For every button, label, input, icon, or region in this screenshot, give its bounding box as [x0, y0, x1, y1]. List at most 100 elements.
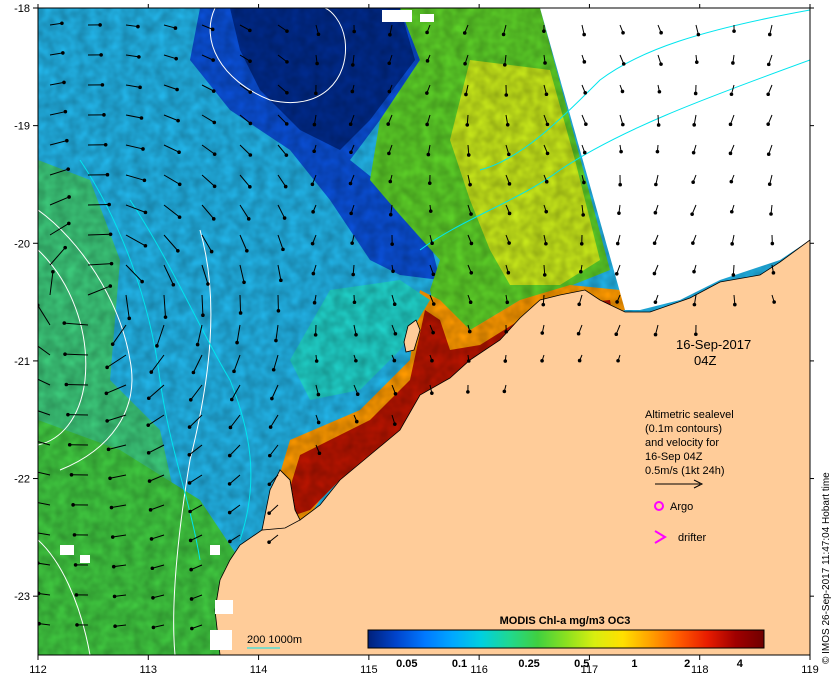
- velocity-vector: [149, 474, 165, 482]
- velocity-vector: [271, 384, 279, 399]
- velocity-vector-head: [425, 122, 429, 127]
- velocity-vector: [163, 84, 178, 90]
- velocity-vector-head: [504, 93, 509, 97]
- velocity-vector-head: [64, 382, 69, 387]
- velocity-vector-head: [271, 367, 276, 372]
- velocity-vector-head: [108, 232, 113, 237]
- velocity-vector-head: [188, 538, 193, 543]
- velocity-vector-head: [621, 62, 626, 66]
- colorbar-bar: [367, 629, 765, 649]
- velocity-vector: [38, 378, 51, 386]
- velocity-vector: [273, 354, 279, 370]
- velocity-vector: [239, 84, 251, 93]
- velocity-vector-head: [694, 60, 699, 64]
- velocity-vector-head: [425, 91, 429, 95]
- velocity-vector-head: [285, 29, 289, 33]
- velocity-vector: [125, 84, 141, 88]
- velocity-vector-head: [73, 563, 78, 567]
- x-tick-label: 119: [801, 664, 819, 676]
- velocity-vector-head: [425, 30, 429, 35]
- velocity-vector-head: [466, 153, 471, 157]
- velocity-vector-head: [584, 122, 588, 127]
- cloud-patches: [60, 10, 434, 650]
- velocity-vector-head: [312, 300, 317, 305]
- velocity-vector-head: [188, 509, 192, 514]
- velocity-vector-head: [311, 210, 315, 214]
- velocity-vector-head: [248, 90, 253, 94]
- velocity-vector: [229, 534, 241, 542]
- velocity-vector-head: [540, 331, 545, 335]
- drifter-label: drifter: [678, 532, 706, 544]
- velocity-vector: [230, 414, 241, 428]
- velocity-vector: [197, 324, 203, 345]
- velocity-vector: [113, 564, 127, 568]
- velocity-vector-head: [163, 315, 168, 319]
- velocity-vector: [49, 52, 63, 56]
- velocity-vector: [239, 264, 245, 283]
- velocity-vector-head: [652, 271, 657, 276]
- y-tick-label: -21: [14, 356, 30, 368]
- velocity-vector: [163, 114, 179, 122]
- velocity-vector-head: [352, 29, 356, 34]
- y-axis: -18 -19 -20 -21 -22 -23: [14, 3, 814, 603]
- velocity-vector-head: [544, 241, 548, 246]
- velocity-vector-head: [545, 122, 550, 127]
- velocity-vector-head: [544, 92, 549, 97]
- velocity-vector-head: [619, 149, 623, 154]
- velocity-vector-head: [268, 425, 273, 429]
- velocity-vector-head: [238, 311, 243, 315]
- velocity-vector: [152, 564, 165, 569]
- velocity-vector-head: [469, 212, 473, 216]
- velocity-vector: [239, 114, 251, 124]
- velocity-vector-head: [467, 329, 472, 334]
- velocity-vector-head: [227, 482, 232, 486]
- velocity-vector-head: [177, 150, 181, 154]
- velocity-vector: [277, 84, 288, 94]
- velocity-vector: [125, 174, 145, 181]
- velocity-vector: [268, 474, 279, 485]
- velocity-vector-head: [212, 184, 217, 189]
- colorbar-tick-label: 4: [737, 658, 744, 670]
- velocity-vector-head: [313, 333, 318, 337]
- velocity-vector-head: [659, 30, 663, 35]
- velocity-vector-head: [581, 213, 585, 217]
- velocity-vector-head: [227, 510, 232, 515]
- velocity-vector-head: [245, 248, 249, 253]
- velocity-vector: [163, 264, 174, 285]
- velocity-vector: [270, 414, 279, 428]
- velocity-vector-head: [141, 147, 145, 151]
- argo-symbol: [654, 501, 664, 511]
- velocity-vector-head: [351, 63, 355, 67]
- legend-line5: 0.5m/s (1kt 24h): [645, 465, 724, 477]
- velocity-vector-head: [468, 300, 473, 304]
- velocity-vector-head: [63, 352, 67, 356]
- velocity-vector-head: [177, 215, 182, 219]
- velocity-vector-head: [730, 242, 734, 246]
- velocity-vector-head: [393, 331, 398, 336]
- velocity-vector-head: [60, 21, 64, 26]
- velocity-vector-head: [175, 87, 179, 92]
- velocity-vector-head: [191, 370, 196, 375]
- velocity-vector: [277, 234, 284, 250]
- velocity-vector: [192, 354, 203, 373]
- velocity-vector: [49, 222, 70, 236]
- velocity-vector: [268, 504, 279, 514]
- velocity-vector-head: [388, 32, 392, 37]
- velocity-vector-head: [691, 241, 695, 245]
- velocity-vector-head: [653, 300, 658, 304]
- velocity-vector-head: [614, 332, 619, 337]
- velocity-vector-head: [65, 138, 69, 143]
- velocity-vector: [269, 444, 279, 456]
- velocity-vector: [38, 441, 51, 446]
- velocity-vector: [233, 354, 241, 372]
- velocity-vector-head: [772, 300, 776, 304]
- velocity-vector-head: [100, 83, 105, 87]
- velocity-vector-head: [349, 211, 353, 216]
- velocity-vector: [125, 24, 139, 28]
- velocity-vector-head: [350, 89, 355, 94]
- velocity-vector-head: [576, 331, 581, 336]
- velocity-vector-head: [110, 342, 115, 346]
- velocity-vector-head: [350, 241, 354, 245]
- velocity-vector-head: [283, 184, 288, 189]
- velocity-vector: [150, 504, 165, 511]
